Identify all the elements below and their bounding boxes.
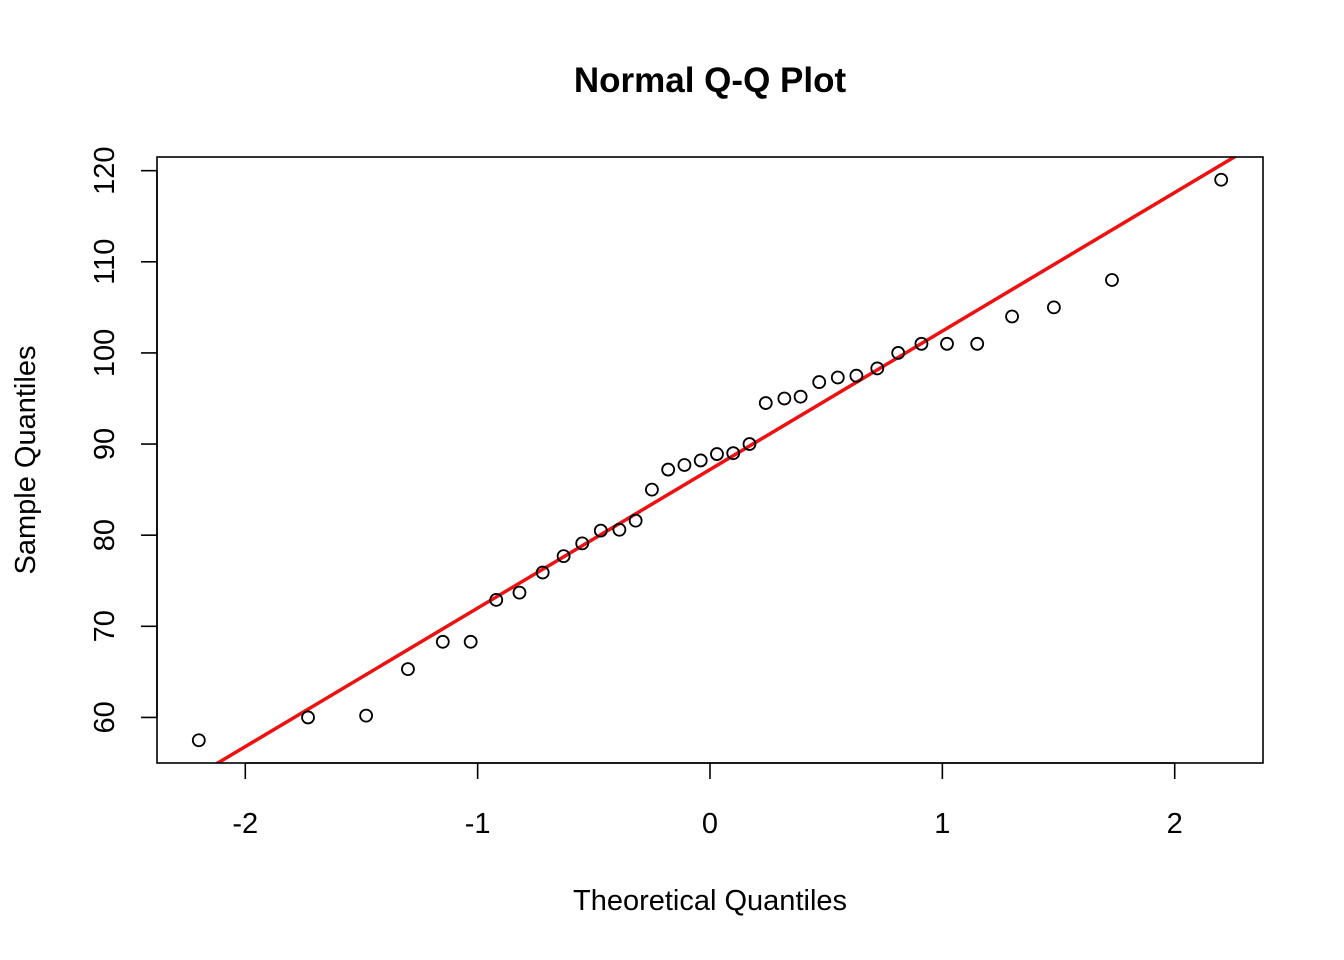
data-point [1046,300,1061,315]
x-tick-label: 2 [1167,808,1183,840]
y-tick-label: 80 [89,519,121,551]
data-point [661,462,676,477]
data-point [535,565,550,580]
data-point [401,662,415,677]
data-point [1105,273,1119,287]
x-tick-label: 0 [702,808,718,840]
data-point [301,710,315,725]
data-point [556,549,571,564]
plot-frame [156,156,1264,764]
x-tick-label: -2 [232,808,258,840]
chart-title: Normal Q-Q Plot [574,61,847,100]
data-point [1214,172,1229,187]
data-point [645,482,659,497]
data-point [742,437,757,451]
y-tick-label: 120 [89,146,121,194]
x-tick-label: -1 [465,808,491,840]
data-point [870,361,885,376]
y-axis-label: Sample Quantiles [10,346,42,575]
data-point [512,585,527,600]
data-point [830,370,845,385]
y-tick-label: 100 [89,329,121,377]
data-point [849,368,864,383]
qq-reference-line [214,157,1238,763]
data-point [435,634,450,649]
data-point [463,634,478,649]
data-point [940,336,954,351]
x-tick-label: 1 [934,808,950,840]
data-point [693,453,708,468]
data-point [1005,309,1019,324]
data-point [612,522,627,537]
data-point [914,336,929,351]
y-tick-label: 70 [89,610,121,642]
data-point [812,375,827,389]
data-point [777,391,792,406]
data-point [970,336,985,351]
data-point [191,733,206,748]
data-point [575,536,590,551]
data-point [677,458,692,472]
data-point [359,708,374,723]
data-point [758,396,773,410]
data-point [628,513,643,528]
data-point [726,446,741,461]
y-tick-label: 60 [89,701,121,733]
x-axis-label: Theoretical Quantiles [573,885,847,917]
data-point [489,592,504,607]
data-point [891,346,906,360]
data-point [710,447,724,461]
plot-area: -2 -1 0 1 2 60 70 80 90 100 110 120 [89,146,1238,840]
data-point [593,523,608,538]
y-tick-label: 90 [89,428,121,460]
y-tick-label: 110 [89,239,121,285]
data-point [793,389,808,404]
